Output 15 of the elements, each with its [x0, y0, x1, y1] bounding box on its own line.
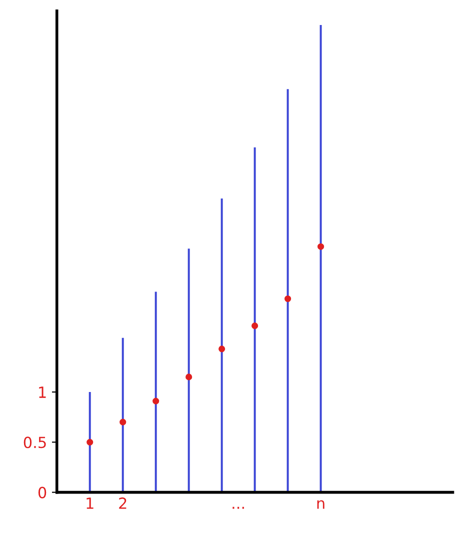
point [218, 346, 226, 352]
x-tick-label: 1 [86, 498, 94, 509]
y-tick-label: 0.5 [24, 436, 46, 448]
point [86, 438, 94, 446]
point [284, 295, 292, 302]
y-tick-label: 0 [38, 486, 46, 498]
point [120, 418, 126, 426]
x-tick-label: 2 [119, 497, 126, 509]
point [186, 374, 192, 380]
point [152, 398, 160, 404]
x-tick-label: ... [232, 506, 244, 509]
x-tick-label: n [317, 500, 324, 509]
y-tick-label: 1 [39, 386, 46, 398]
point [317, 243, 324, 250]
point [252, 322, 258, 330]
